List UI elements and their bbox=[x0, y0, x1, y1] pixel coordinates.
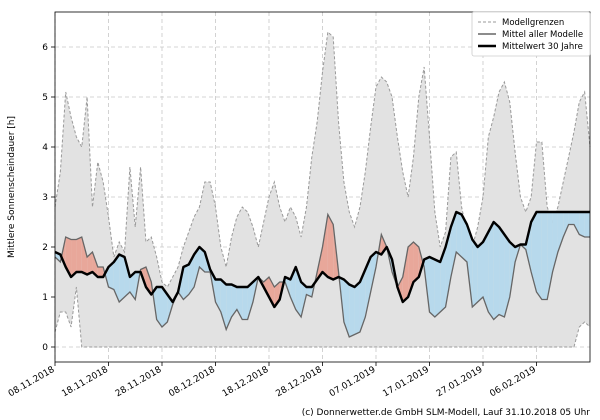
anomaly-segment bbox=[226, 284, 232, 330]
anomaly-segment bbox=[119, 254, 125, 302]
y-tick-label: 5 bbox=[42, 93, 48, 103]
anomaly-segment bbox=[434, 259, 441, 317]
x-tick-label: 08.12.2018 bbox=[167, 365, 217, 400]
anomaly-segment bbox=[322, 214, 328, 277]
anomaly-segment bbox=[445, 227, 451, 307]
anomaly-segment bbox=[349, 284, 355, 337]
x-tick-label: 27.01.2019 bbox=[435, 365, 485, 400]
climatology-30-year-line bbox=[54, 210, 590, 309]
anomaly-segment bbox=[343, 279, 350, 337]
anomaly-segment bbox=[499, 227, 505, 317]
legend-label-mittel-aller-modelle: Mittel aller Modelle bbox=[502, 30, 583, 40]
anomaly-segment bbox=[247, 282, 253, 320]
anomaly-segment bbox=[327, 214, 334, 280]
anomaly-segment bbox=[509, 242, 516, 297]
x-tick-label: 28.12.2018 bbox=[274, 365, 324, 400]
anomaly-segment bbox=[541, 212, 548, 300]
anomaly-segment bbox=[124, 257, 130, 297]
anomaly-segment bbox=[461, 214, 467, 262]
y-axis-label: Mittlere Sonnenscheindauer [h] bbox=[7, 116, 17, 258]
anomaly-segment bbox=[525, 222, 532, 272]
anomaly-segment bbox=[477, 242, 483, 302]
anomaly-segment bbox=[472, 239, 478, 307]
anomaly-segment bbox=[483, 232, 489, 312]
anomaly-segment bbox=[71, 239, 77, 277]
anomaly-segment bbox=[354, 282, 360, 335]
anomaly-segment bbox=[242, 287, 248, 320]
anomaly-segment bbox=[531, 212, 537, 292]
y-tick-label: 6 bbox=[42, 43, 48, 53]
anomaly-segment bbox=[301, 282, 307, 317]
legend-box bbox=[471, 11, 591, 57]
x-tick-label: 28.11.2018 bbox=[114, 365, 164, 400]
anomaly-segment bbox=[563, 212, 569, 237]
anomaly-segment bbox=[231, 284, 237, 317]
x-tick-label: 17.01.2019 bbox=[381, 365, 431, 400]
anomaly-segment bbox=[370, 252, 376, 292]
anomaly-segment bbox=[162, 287, 168, 327]
y-tick-label: 2 bbox=[42, 243, 48, 253]
anomaly-segment bbox=[183, 264, 189, 300]
series-lines bbox=[54, 210, 590, 338]
y-tick-label: 0 bbox=[42, 343, 48, 353]
anomaly-segment bbox=[413, 242, 419, 282]
legend: Modellgrenzen Mittel aller Modelle Mitte… bbox=[471, 11, 591, 57]
anomaly-fills bbox=[55, 212, 590, 337]
anomaly-segment bbox=[440, 247, 446, 312]
anomaly-segment bbox=[97, 267, 104, 277]
anomaly-segment bbox=[129, 272, 136, 300]
anomaly-segment bbox=[87, 252, 93, 275]
anomaly-segment bbox=[450, 212, 457, 277]
anomaly-segment bbox=[429, 257, 435, 317]
y-tick-label: 4 bbox=[42, 143, 48, 153]
legend-label-mittelwert-30-jahre: Mittelwert 30 Jahre bbox=[502, 42, 583, 52]
anomaly-segment bbox=[456, 212, 462, 257]
anomaly-segment bbox=[573, 212, 580, 235]
anomaly-segment bbox=[269, 277, 275, 307]
anomaly-segment bbox=[466, 224, 473, 307]
anomaly-segment bbox=[493, 222, 500, 320]
anomaly-segment bbox=[579, 212, 585, 237]
anomaly-segment bbox=[488, 222, 494, 320]
mean-all-models-line bbox=[54, 212, 590, 338]
anomaly-segment bbox=[381, 234, 387, 255]
anomaly-segment bbox=[365, 257, 371, 317]
anomaly-segment bbox=[81, 237, 88, 275]
x-tick-label: 06.02.2019 bbox=[488, 365, 538, 400]
anomaly-segment bbox=[108, 262, 114, 290]
anomaly-segment bbox=[557, 212, 564, 252]
anomaly-segment bbox=[220, 279, 227, 330]
model-lower-bound-line bbox=[54, 286, 591, 348]
anomaly-segment bbox=[76, 237, 82, 272]
anomaly-segment bbox=[199, 247, 205, 272]
anomaly-segment bbox=[402, 247, 409, 302]
anomaly-segment bbox=[359, 269, 366, 332]
x-tick-label: 07.01.2019 bbox=[328, 365, 378, 400]
anomaly-segment bbox=[113, 254, 120, 302]
model-upper-bound-line bbox=[54, 30, 591, 288]
copyright-caption: (c) Donnerwetter.de GmbH SLM-Modell, Lau… bbox=[302, 408, 591, 418]
x-tick-label: 08.11.2018 bbox=[7, 365, 57, 400]
anomaly-segment bbox=[504, 234, 510, 317]
anomaly-segment bbox=[536, 212, 542, 300]
x-tick-label: 18.11.2018 bbox=[60, 365, 110, 400]
legend-label-modellgrenzen: Modellgrenzen bbox=[502, 18, 564, 28]
anomaly-segment bbox=[568, 212, 574, 225]
anomaly-segment bbox=[92, 252, 98, 277]
anomaly-segment bbox=[194, 247, 200, 287]
x-tick-label: 18.12.2018 bbox=[221, 365, 271, 400]
y-tick-label: 1 bbox=[42, 293, 48, 303]
y-tick-label: 3 bbox=[42, 193, 48, 203]
anomaly-segment bbox=[156, 287, 162, 327]
anomaly-segment bbox=[584, 212, 590, 237]
